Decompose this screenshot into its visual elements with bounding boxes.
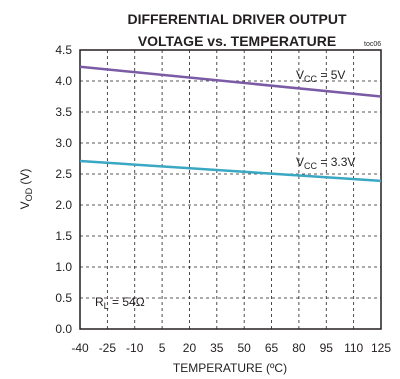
x-tick-label: 80 bbox=[292, 341, 306, 355]
x-tick-label: 50 bbox=[238, 341, 252, 355]
y-tick-label: 3.0 bbox=[55, 136, 72, 150]
y-tick-label: 1.5 bbox=[55, 229, 72, 243]
x-tick-label: 35 bbox=[210, 341, 224, 355]
y-tick-labels: 0.0 0.5 1.0 1.5 2.0 2.5 3.0 3.5 4.0 4.5 bbox=[55, 43, 72, 336]
y-tick-label: 4.5 bbox=[55, 43, 72, 57]
x-tick-label: 5 bbox=[159, 341, 166, 355]
series-line-0 bbox=[79, 65, 382, 98]
y-tick-label: 0.5 bbox=[55, 291, 72, 305]
series-label-vcc-3v3: VCC = 3.3V bbox=[296, 155, 355, 171]
x-tick-label: 125 bbox=[371, 341, 391, 355]
y-axis-label: VOD (V) bbox=[18, 169, 34, 210]
x-tick-label: 110 bbox=[344, 341, 363, 355]
y-tick-label: 4.0 bbox=[55, 74, 72, 88]
plot-frame bbox=[79, 49, 382, 330]
x-axis-label: TEMPERATURE (ºC) bbox=[173, 361, 287, 375]
figure-id: toc06 bbox=[364, 41, 381, 48]
series-label-vcc-5v: VCC = 5V bbox=[296, 68, 345, 84]
x-tick-label: -40 bbox=[71, 341, 89, 355]
load-resistance-annotation: RL = 54Ω bbox=[95, 295, 145, 311]
x-tick-label: 65 bbox=[265, 341, 279, 355]
y-tick-label: 2.0 bbox=[55, 198, 72, 212]
x-tick-labels: -40 -25 -10 5 20 35 50 65 80 95 110 125 bbox=[71, 341, 391, 355]
y-tick-label: 2.5 bbox=[55, 167, 72, 181]
x-tick-label: -25 bbox=[99, 341, 117, 355]
y-tick-label: 0.0 bbox=[55, 322, 72, 336]
chart-title-line-2: VOLTAGE vs. TEMPERATURE bbox=[138, 33, 336, 49]
series-line-1 bbox=[79, 159, 382, 183]
y-tick-label: 3.5 bbox=[55, 105, 72, 119]
y-tick-label: 1.0 bbox=[55, 260, 72, 274]
x-tick-label: 20 bbox=[183, 341, 197, 355]
x-tick-label: -10 bbox=[126, 341, 144, 355]
series-layer bbox=[79, 65, 382, 183]
x-tick-label: 95 bbox=[320, 341, 334, 355]
chart-title-line-1: DIFFERENTIAL DRIVER OUTPUT bbox=[127, 11, 347, 27]
